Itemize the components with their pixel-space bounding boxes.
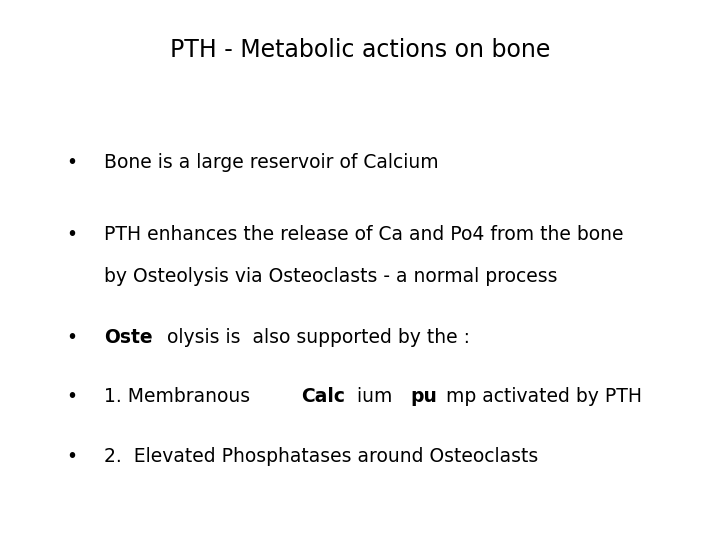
Text: •: •	[66, 447, 78, 466]
Text: PTH enhances the release of Ca and Po4 from the bone: PTH enhances the release of Ca and Po4 f…	[104, 225, 624, 245]
Text: •: •	[66, 225, 78, 245]
Text: by Osteolysis via Osteoclasts - a normal process: by Osteolysis via Osteoclasts - a normal…	[104, 267, 558, 286]
Text: mp activated by PTH: mp activated by PTH	[446, 387, 642, 407]
Text: Bone is a large reservoir of Calcium: Bone is a large reservoir of Calcium	[104, 152, 439, 172]
Text: ium: ium	[357, 387, 399, 407]
Text: Calc: Calc	[301, 387, 345, 407]
Text: 1. Membranous: 1. Membranous	[104, 387, 256, 407]
Text: •: •	[66, 387, 78, 407]
Text: 2.  Elevated Phosphatases around Osteoclasts: 2. Elevated Phosphatases around Osteocla…	[104, 447, 539, 466]
Text: PTH - Metabolic actions on bone: PTH - Metabolic actions on bone	[170, 38, 550, 62]
Text: •: •	[66, 328, 78, 347]
Text: olysis is  also supported by the :: olysis is also supported by the :	[167, 328, 470, 347]
Text: •: •	[66, 152, 78, 172]
Text: pu: pu	[411, 387, 438, 407]
Text: Oste: Oste	[104, 328, 153, 347]
